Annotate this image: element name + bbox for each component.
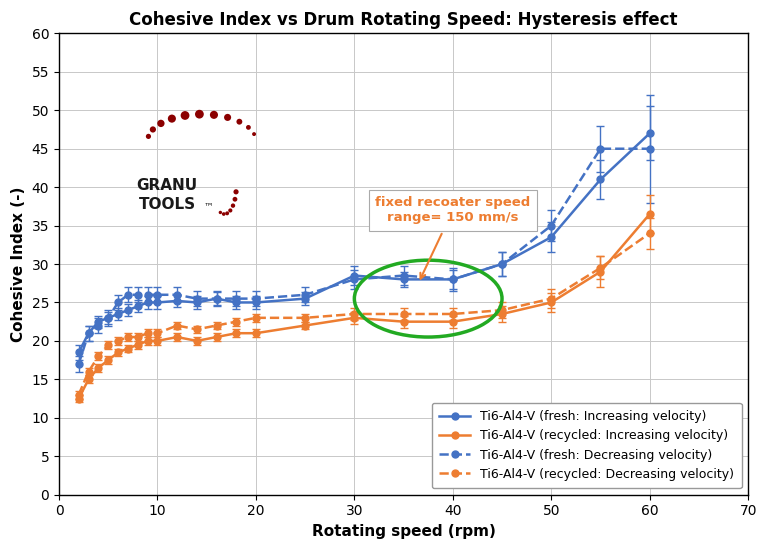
Point (233, 117, 246, 126)
Point (147, 125, 159, 134)
Point (194, 110, 206, 119)
Text: GRANU
TOOLS: GRANU TOOLS (137, 178, 198, 212)
Point (155, 119, 167, 128)
Legend: Ti6-Al4-V (fresh: Increasing velocity), Ti6-Al4-V (recycled: Increasing velocity: Ti6-Al4-V (fresh: Increasing velocity), … (432, 403, 742, 488)
Point (227, 201, 239, 210)
Point (221, 209, 233, 218)
Point (242, 123, 254, 132)
Point (224, 206, 237, 215)
Text: ™: ™ (204, 201, 214, 211)
Point (248, 130, 260, 139)
Point (221, 113, 233, 122)
Point (166, 114, 178, 123)
Y-axis label: Cohesive Index (-): Cohesive Index (-) (11, 186, 26, 342)
Title: Cohesive Index vs Drum Rotating Speed: Hysteresis effect: Cohesive Index vs Drum Rotating Speed: H… (129, 11, 678, 29)
Point (214, 208, 227, 217)
Point (229, 195, 241, 204)
Point (217, 210, 230, 218)
Point (208, 111, 220, 119)
X-axis label: Rotating speed (rpm): Rotating speed (rpm) (312, 524, 495, 539)
Point (230, 188, 242, 196)
Point (142, 132, 154, 141)
Text: fixed recoater speed
range= 150 mm/s: fixed recoater speed range= 150 mm/s (376, 196, 531, 279)
Point (179, 111, 191, 120)
